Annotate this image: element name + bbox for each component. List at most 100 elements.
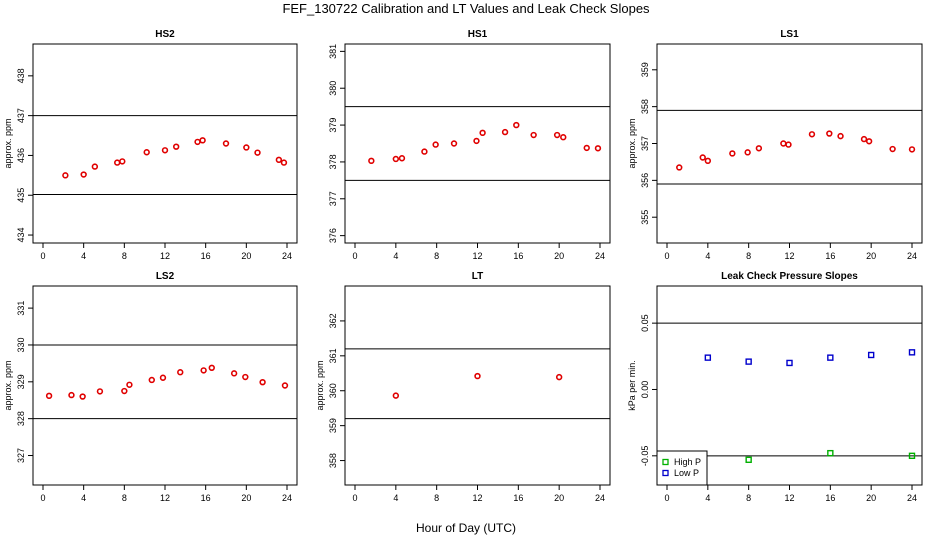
y-tick-label: 377 (328, 191, 338, 206)
data-point (908, 349, 916, 356)
data-point (530, 131, 537, 139)
y-axis-label: kPa per min. (627, 360, 637, 411)
data-point (594, 145, 602, 152)
data-point (275, 156, 283, 164)
data-point (96, 388, 104, 395)
x-tick-label: 20 (866, 493, 876, 503)
y-tick-label: 381 (328, 44, 338, 59)
y-tick-label: 436 (16, 148, 26, 163)
data-point (755, 145, 763, 152)
y-axis-label: approx. ppm (3, 360, 13, 410)
data-point (432, 141, 439, 148)
data-point (222, 140, 230, 147)
data-point (398, 155, 406, 162)
y-axis-label: approx. ppm (3, 118, 13, 168)
data-point (450, 140, 458, 147)
x-tick-label: 0 (40, 493, 45, 503)
x-tick-label: 24 (907, 493, 917, 503)
x-tick-label: 24 (282, 251, 292, 261)
panel-hs2: HS2 0 4 8 12 16 20 24 434 435 436 437 438 approx. ppm (3, 29, 298, 261)
x-tick-label: 16 (201, 251, 211, 261)
data-point (785, 141, 792, 148)
y-axis-label: approx. ppm (627, 118, 637, 168)
x-tick-label: 4 (705, 493, 710, 503)
x-tick-label: 8 (434, 493, 439, 503)
x-tick-label: 8 (434, 251, 439, 261)
y-tick-label: 380 (328, 81, 338, 96)
y-tick-label: 378 (328, 154, 338, 169)
y-tick-label: 0.05 (640, 314, 650, 332)
x-tick-label: 12 (160, 251, 170, 261)
x-tick-label: 4 (81, 493, 86, 503)
panel-title: LT (472, 271, 483, 282)
panel-leak-check: Leak Check Pressure Slopes 0 4 8 12 16 20 24 -0.… (627, 271, 923, 503)
data-point (121, 387, 128, 395)
data-point (704, 157, 712, 165)
y-tick-label: 360 (328, 383, 338, 398)
panel-title: LS1 (780, 29, 799, 40)
x-tick-label: 20 (554, 251, 564, 261)
plot-frame (32, 285, 298, 486)
panel-title: HS2 (155, 29, 175, 40)
data-point (745, 358, 752, 365)
data-point (699, 154, 706, 161)
x-tick-label: 0 (352, 493, 357, 503)
legend-marker (662, 469, 669, 477)
data-point (143, 149, 150, 156)
panel-lt: LT 0 4 8 12 16 20 24 358 359 360 361 362 approx. ppm (315, 271, 611, 503)
x-tick-label: 4 (393, 493, 398, 503)
legend-label: High P (674, 457, 701, 467)
data-point (555, 373, 563, 381)
x-tick-label: 16 (825, 493, 835, 503)
y-tick-label: 358 (328, 453, 338, 468)
x-tick-label: 16 (513, 251, 523, 261)
data-point (68, 391, 75, 399)
x-tick-label: 12 (160, 493, 170, 503)
x-tick-label: 0 (40, 251, 45, 261)
x-tick-label: 0 (352, 251, 357, 261)
data-point (177, 369, 184, 376)
panel-ls2: LS2 0 4 8 12 16 20 24 327 328 329 330 331 approx. ppm (3, 271, 298, 503)
y-tick-label: 357 (640, 136, 650, 151)
panel-title: Leak Check Pressure Slopes (721, 271, 858, 282)
data-point (368, 157, 375, 165)
data-point (729, 150, 736, 157)
data-point (583, 144, 590, 152)
x-axis-title: Hour of Day (UTC) (416, 521, 516, 535)
x-tick-label: 20 (241, 251, 251, 261)
x-tick-label: 8 (122, 493, 127, 503)
data-point (200, 367, 207, 374)
x-tick-label: 4 (393, 251, 398, 261)
data-point (114, 159, 121, 166)
data-point (560, 134, 567, 141)
data-point (199, 137, 206, 144)
data-point (473, 137, 480, 145)
x-tick-label: 8 (746, 493, 751, 503)
x-tick-label: 24 (282, 493, 292, 503)
data-point (808, 131, 816, 138)
y-tick-label: 329 (16, 374, 26, 389)
x-tick-label: 4 (705, 251, 710, 261)
x-tick-label: 0 (664, 251, 669, 261)
data-point (392, 392, 400, 399)
x-tick-label: 24 (595, 493, 605, 503)
data-point (126, 381, 133, 388)
x-tick-label: 4 (81, 251, 86, 261)
data-point (908, 452, 916, 460)
y-tick-label: -0.05 (640, 446, 650, 467)
data-point (474, 372, 481, 380)
y-tick-label: 328 (16, 411, 26, 426)
data-point (230, 370, 238, 377)
panel-title: HS1 (468, 29, 488, 40)
data-point (80, 171, 87, 178)
y-tick-label: 434 (16, 228, 26, 243)
data-point (513, 121, 520, 129)
data-point (194, 138, 201, 146)
data-point (865, 138, 873, 145)
x-tick-label: 16 (825, 251, 835, 261)
y-tick-label: 330 (16, 337, 26, 352)
plot-frame (32, 43, 298, 244)
y-tick-label: 0.00 (640, 381, 650, 399)
data-point (208, 364, 215, 372)
